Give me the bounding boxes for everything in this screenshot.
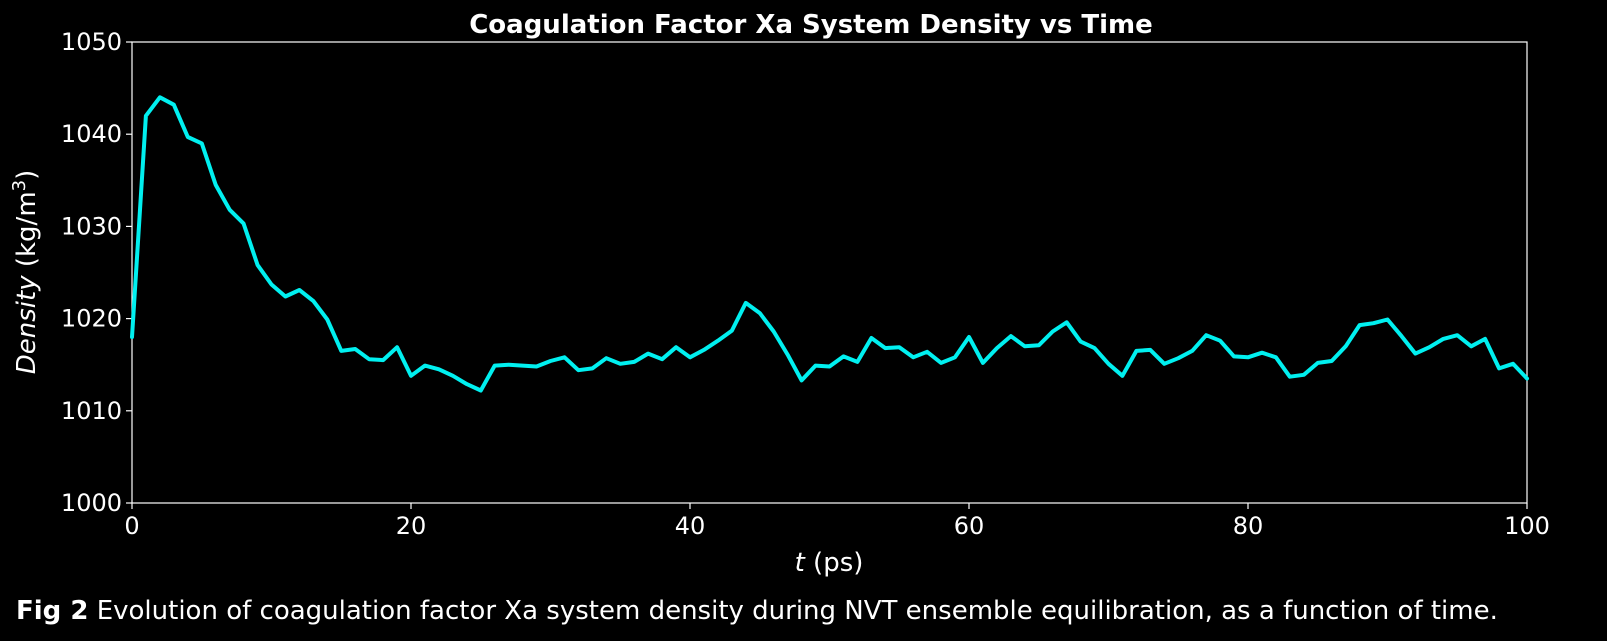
x-tick-label: 60 xyxy=(954,512,985,540)
chart-title: Coagulation Factor Xa System Density vs … xyxy=(469,10,1153,40)
y-tick-label: 1030 xyxy=(61,212,122,240)
x-tick-label: 0 xyxy=(124,512,139,540)
y-tick-label: 1020 xyxy=(61,305,122,333)
y-tick-label: 1010 xyxy=(61,397,122,425)
y-tick-label: 1000 xyxy=(61,489,122,517)
y-axis-unit-close: ) xyxy=(12,170,42,180)
x-axis-unit: (ps) xyxy=(805,548,864,578)
x-tick-label: 100 xyxy=(1504,512,1550,540)
y-axis-label: Density (kg/m3) xyxy=(9,170,43,375)
caption-text: Evolution of coagulation factor Xa syste… xyxy=(88,596,1498,626)
x-axis-label: t (ps) xyxy=(795,548,864,578)
y-axis-unit: (kg/m xyxy=(12,191,42,275)
plot-frame xyxy=(131,41,1528,504)
caption-label: Fig 2 xyxy=(16,596,89,626)
y-tick-label: 1050 xyxy=(61,28,122,56)
y-axis-unit-superscript: 3 xyxy=(9,180,30,191)
x-tick-label: 40 xyxy=(675,512,706,540)
density-series-line xyxy=(130,95,1529,393)
x-axis: 0 20 40 60 80 100 xyxy=(124,503,1550,540)
y-axis-variable: Density xyxy=(12,275,42,374)
y-axis: 1000 1010 1020 1030 1040 1050 xyxy=(61,28,132,517)
x-axis-variable: t xyxy=(795,548,806,578)
y-tick-label: 1040 xyxy=(61,120,122,148)
x-tick-label: 80 xyxy=(1233,512,1264,540)
x-tick-label: 20 xyxy=(396,512,427,540)
figure-caption: Fig 2 Evolution of coagulation factor Xa… xyxy=(16,596,1606,626)
